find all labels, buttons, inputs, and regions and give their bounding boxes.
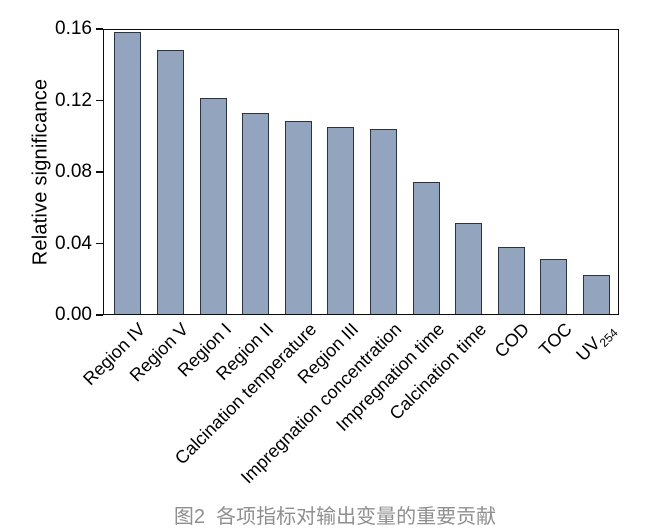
bar-impregnation-concentration	[370, 128, 397, 314]
bar-region-v	[157, 49, 184, 314]
bar-impregnation-time	[412, 182, 440, 314]
y-tick-mark	[96, 99, 103, 102]
x-tick-label-toc: TOC	[534, 319, 576, 360]
y-tick-label: 0.16	[55, 18, 92, 39]
bar-region-iv	[114, 32, 142, 314]
bar-calcination-time	[455, 223, 483, 314]
y-tick-mark	[96, 242, 103, 245]
y-tick-mark	[96, 28, 103, 30]
bar-calcination-temperature	[284, 121, 312, 314]
y-tick-label: 0.08	[55, 161, 92, 182]
y-tick-mark	[96, 171, 103, 173]
y-tick-label: 0.12	[55, 89, 92, 111]
figure-caption: 图2 各项指标对输出变量的重要贡献	[173, 506, 497, 528]
x-tick-label-uv254: UV254	[572, 325, 621, 365]
bar-cod	[497, 246, 525, 314]
y-tick-label: 0.00	[55, 304, 92, 325]
x-tick-label-cod: COD	[490, 319, 533, 362]
bar-region-i	[199, 98, 227, 314]
bar-region-ii	[242, 112, 270, 314]
bar-uv254	[583, 275, 610, 314]
plot-area	[103, 29, 619, 315]
bar-region-iii	[327, 126, 355, 314]
bar-toc	[540, 259, 568, 314]
y-tick-label: 0.04	[55, 232, 92, 254]
y-tick-mark	[96, 314, 103, 316]
